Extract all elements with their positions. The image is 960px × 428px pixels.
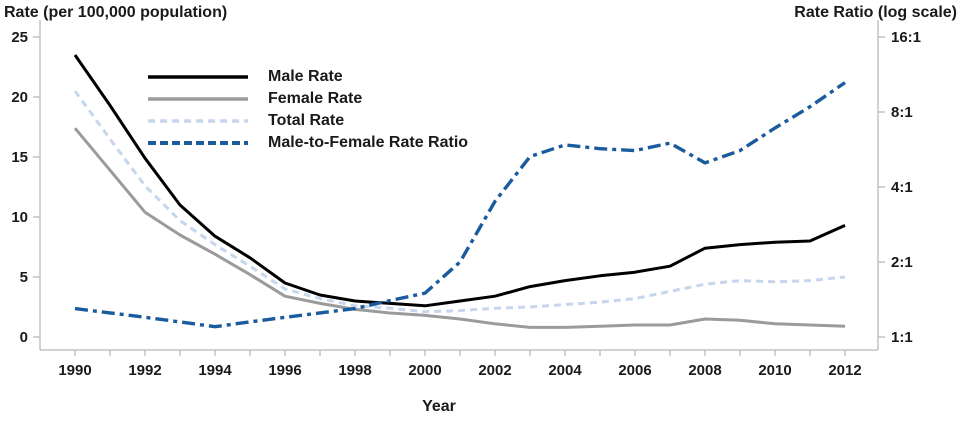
series-line-total-rate xyxy=(73,90,846,314)
left-axis-tick-label: 20 xyxy=(11,89,28,106)
right-axis-tick-label: 4:1 xyxy=(891,179,913,196)
right-axis-tick-label: 2:1 xyxy=(891,254,913,271)
total-rate-line-sample xyxy=(148,119,248,123)
x-axis-tick-label: 1996 xyxy=(268,362,301,379)
legend-row-male: Male Rate xyxy=(148,66,468,88)
x-axis-tick-label: 1994 xyxy=(198,362,232,379)
x-axis-tick-label: 2004 xyxy=(548,362,582,379)
series-line-female-rate xyxy=(73,127,846,329)
right-axis-tick-label: 8:1 xyxy=(891,104,913,121)
legend-row-ratio: Male-to-Female Rate Ratio xyxy=(148,132,468,154)
legend-label-female-rate: Female Rate xyxy=(268,90,363,107)
right-axis-tick-label: 16:1 xyxy=(891,29,921,46)
x-axis-tick-label: 1990 xyxy=(58,362,91,379)
legend-row-total: Total Rate xyxy=(148,110,468,132)
x-axis-title: Year xyxy=(422,398,456,415)
x-axis-tick-label: 2006 xyxy=(618,362,651,379)
x-axis-tick-label: 2002 xyxy=(478,362,511,379)
legend-label-rate-ratio: Male-to-Female Rate Ratio xyxy=(268,134,469,151)
series-line-male-rate xyxy=(73,54,846,308)
x-axis-tick-label: 2012 xyxy=(828,362,861,379)
x-axis-tick-label: 2000 xyxy=(408,362,441,379)
legend-row-female: Female Rate xyxy=(148,88,468,110)
left-axis-tick-label: 15 xyxy=(11,149,28,166)
left-axis-title: Rate (per 100,000 population) xyxy=(4,4,228,21)
x-axis-tick-label: 1992 xyxy=(128,362,161,379)
x-axis-tick-label: 2008 xyxy=(688,362,721,379)
x-axis-tick-label: 2010 xyxy=(758,362,791,379)
right-axis-title: Rate Ratio (log scale) xyxy=(794,4,957,21)
left-axis-tick-label: 25 xyxy=(11,29,28,46)
chart-legend: Male Rate Female Rate Total Rate Male-to… xyxy=(148,66,468,154)
right-axis-tick-label: 1:1 xyxy=(891,329,913,346)
left-axis-tick-label: 5 xyxy=(20,269,28,286)
series-line-male-to-female-rate-ratio xyxy=(74,81,846,329)
rate-ratio-line-sample xyxy=(148,141,248,145)
legend-label-male-rate: Male Rate xyxy=(268,68,343,85)
x-axis-tick-label: 1998 xyxy=(338,362,371,379)
legend-label-total-rate: Total Rate xyxy=(268,112,345,129)
left-axis-tick-label: 0 xyxy=(20,329,28,346)
female-rate-line-sample xyxy=(148,97,248,101)
left-axis-tick-label: 10 xyxy=(11,209,28,226)
male-rate-line-sample xyxy=(148,75,248,79)
